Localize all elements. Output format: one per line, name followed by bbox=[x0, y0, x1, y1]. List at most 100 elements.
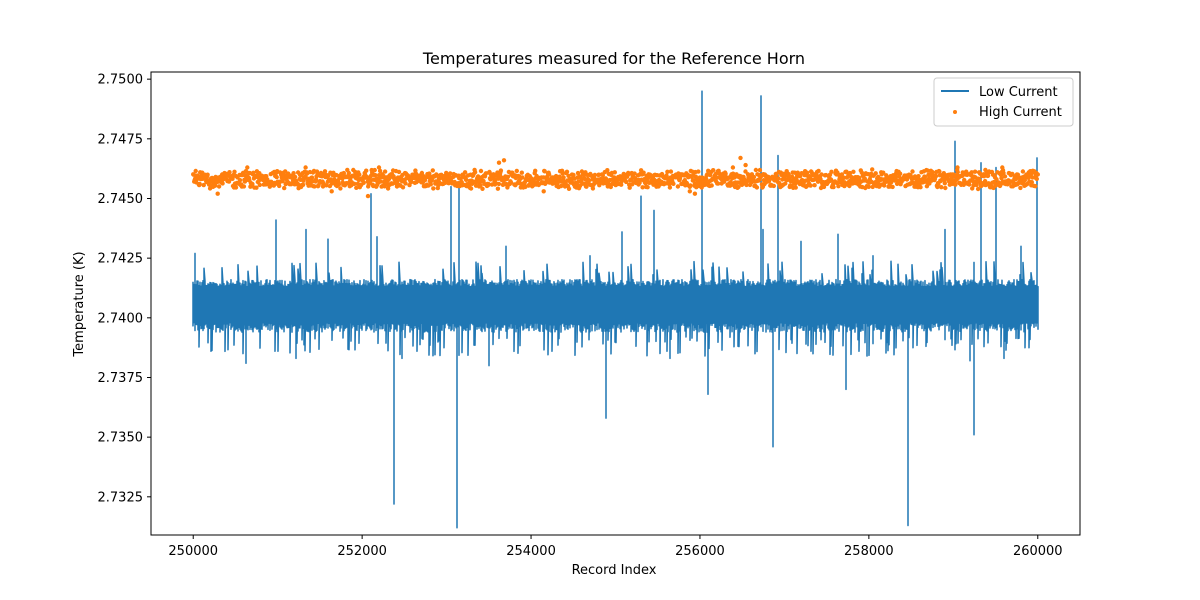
high-current-point bbox=[373, 172, 378, 178]
high-current-point bbox=[862, 176, 867, 181]
high-current-outlier bbox=[501, 158, 507, 163]
high-current-point bbox=[870, 167, 875, 172]
high-current-point bbox=[743, 169, 748, 174]
high-current-point bbox=[619, 182, 624, 187]
high-current-point bbox=[723, 171, 728, 176]
high-current-point bbox=[847, 170, 853, 176]
high-current-point bbox=[942, 181, 947, 186]
high-current-point bbox=[751, 174, 757, 180]
high-current-point bbox=[462, 170, 468, 175]
high-current-point bbox=[519, 170, 524, 175]
high-current-point bbox=[1034, 176, 1040, 182]
high-current-point bbox=[322, 169, 328, 174]
high-current-point bbox=[430, 168, 435, 173]
high-current-point bbox=[478, 168, 484, 174]
high-current-point bbox=[564, 169, 570, 174]
high-current-point bbox=[396, 169, 402, 175]
high-current-point bbox=[230, 176, 235, 181]
high-current-outlier bbox=[245, 165, 250, 170]
high-current-point bbox=[378, 179, 383, 184]
high-current-point bbox=[316, 183, 321, 188]
high-current-point bbox=[1029, 180, 1035, 185]
y-tick-label: 2.7350 bbox=[98, 431, 144, 446]
high-current-point bbox=[463, 177, 469, 182]
high-current-point bbox=[1022, 178, 1027, 183]
high-current-outlier bbox=[541, 189, 546, 194]
high-current-point bbox=[216, 184, 222, 189]
high-current-outlier bbox=[496, 160, 502, 165]
high-current-point bbox=[1002, 174, 1008, 179]
high-current-point bbox=[533, 168, 538, 173]
high-current-point bbox=[300, 182, 306, 187]
high-current-point bbox=[982, 178, 988, 184]
high-current-point bbox=[274, 174, 279, 180]
high-current-outlier bbox=[955, 165, 960, 170]
x-tick-label: 252000 bbox=[337, 544, 387, 559]
high-current-point bbox=[495, 186, 501, 191]
high-current-point bbox=[478, 183, 483, 188]
high-current-point bbox=[357, 172, 362, 177]
high-current-point bbox=[844, 169, 849, 174]
y-tick-label: 2.7500 bbox=[98, 73, 144, 88]
high-current-point bbox=[309, 175, 315, 180]
high-current-point bbox=[212, 183, 218, 188]
high-current-point bbox=[496, 181, 502, 187]
high-current-point bbox=[233, 185, 239, 190]
plot-area bbox=[191, 90, 1041, 529]
high-current-point bbox=[668, 169, 674, 174]
high-current-point bbox=[201, 182, 206, 188]
high-current-point bbox=[232, 169, 237, 174]
y-tick-label: 2.7475 bbox=[98, 132, 144, 147]
high-current-point bbox=[575, 170, 581, 176]
high-current-point bbox=[783, 181, 788, 186]
high-current-point bbox=[336, 182, 342, 187]
high-current-point bbox=[665, 169, 670, 174]
high-current-point bbox=[313, 177, 319, 182]
high-current-point bbox=[566, 186, 572, 191]
high-current-point bbox=[969, 170, 974, 175]
high-current-point bbox=[866, 184, 871, 189]
high-current-point bbox=[910, 169, 915, 174]
y-tick-label: 2.7425 bbox=[98, 252, 144, 267]
legend-high-current-swatch bbox=[953, 110, 957, 114]
high-current-point bbox=[334, 172, 339, 178]
high-current-point bbox=[893, 174, 898, 180]
high-current-point bbox=[542, 169, 547, 174]
x-tick-label: 250000 bbox=[168, 544, 218, 559]
high-current-point bbox=[265, 177, 270, 182]
high-current-point bbox=[1001, 170, 1006, 176]
high-current-point bbox=[291, 171, 296, 176]
high-current-outlier bbox=[365, 193, 371, 199]
x-tick-label: 254000 bbox=[506, 544, 556, 559]
high-current-point bbox=[608, 184, 613, 190]
high-current-point bbox=[237, 178, 243, 183]
high-current-point bbox=[428, 182, 433, 187]
high-current-point bbox=[505, 174, 511, 179]
high-current-point bbox=[975, 186, 981, 192]
series-low-current-line bbox=[192, 90, 1039, 529]
high-current-point bbox=[508, 180, 514, 185]
high-current-point bbox=[736, 184, 741, 190]
high-current-point bbox=[890, 184, 895, 190]
high-current-point bbox=[346, 170, 351, 176]
high-current-point bbox=[937, 169, 942, 174]
series-high-current-points bbox=[191, 155, 1041, 199]
high-current-point bbox=[793, 181, 798, 186]
high-current-point bbox=[312, 184, 317, 189]
high-current-point bbox=[829, 169, 834, 174]
high-current-point bbox=[292, 174, 298, 180]
high-current-point bbox=[1033, 184, 1038, 189]
high-current-point bbox=[675, 184, 681, 189]
high-current-point bbox=[816, 168, 821, 174]
high-current-point bbox=[839, 172, 845, 177]
high-current-outlier bbox=[215, 191, 220, 196]
high-current-outlier bbox=[376, 165, 382, 170]
high-current-point bbox=[715, 181, 721, 186]
high-current-point bbox=[612, 170, 617, 175]
high-current-point bbox=[645, 185, 650, 190]
high-current-point bbox=[881, 170, 886, 175]
high-current-point bbox=[448, 171, 453, 176]
high-current-point bbox=[1026, 175, 1031, 180]
high-current-point bbox=[916, 174, 921, 179]
high-current-point bbox=[400, 185, 406, 190]
